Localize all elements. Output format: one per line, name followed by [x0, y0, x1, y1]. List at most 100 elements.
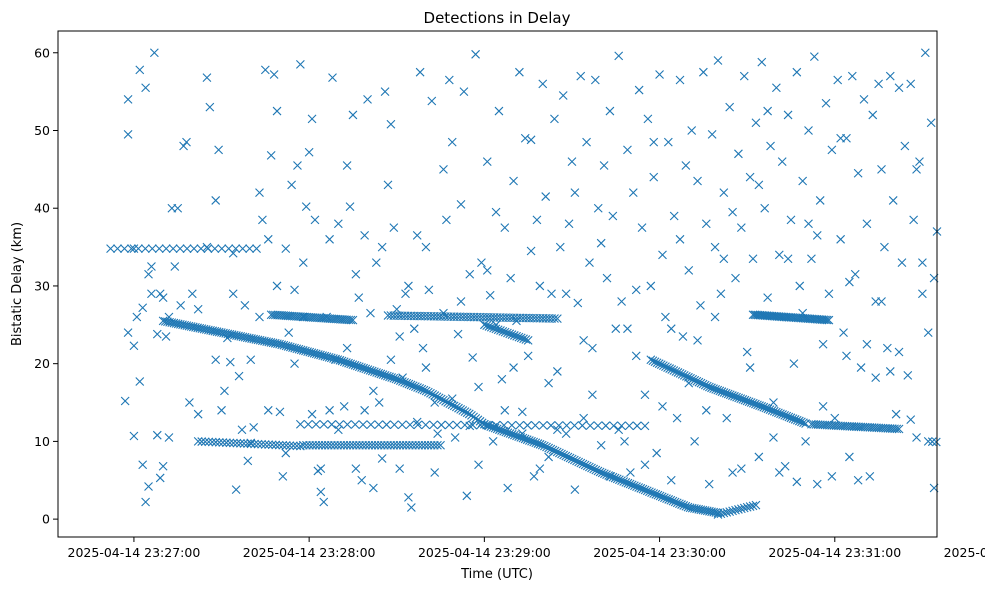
detection-point-steady-10km-middle: [364, 440, 374, 450]
detection-point-descending-track-a: [432, 392, 442, 402]
detection-point: [228, 289, 238, 299]
detection-point-descending-track-a: [449, 401, 459, 411]
detection-point: [643, 114, 653, 124]
detection-point: [684, 266, 694, 275]
detection-point: [298, 258, 308, 268]
detection-point-steady-12km-middle: [350, 420, 360, 429]
detection-point-descending-track-c: [516, 333, 526, 343]
x-axis-title: Time (UTC): [460, 567, 533, 582]
detection-point-steady-10km-middle: [417, 440, 427, 450]
detection-point: [611, 324, 621, 334]
detection-point-steady-35km: [154, 244, 164, 254]
detection-point-steady-10km-middle: [314, 440, 324, 450]
detection-point-descending-track-a: [436, 394, 446, 404]
detection-point: [386, 119, 396, 129]
detection-point: [182, 137, 191, 147]
detection-point: [462, 491, 472, 501]
detection-point: [158, 293, 168, 302]
detection-point: [488, 437, 498, 446]
detection-point: [360, 405, 370, 415]
detection-point: [576, 71, 586, 81]
detection-point: [430, 468, 440, 477]
detection-point: [716, 289, 726, 299]
detection-point: [155, 289, 165, 299]
detection-point: [141, 497, 150, 507]
detection-point-ascending-track-e: [719, 508, 729, 518]
detection-point: [135, 65, 145, 75]
detection-point: [211, 355, 221, 365]
detection-point-steady-12km-middle: [523, 420, 532, 430]
detection-point: [894, 347, 904, 357]
detection-point: [588, 390, 597, 400]
detection-point: [392, 304, 402, 314]
detection-point: [906, 79, 916, 89]
detection-point: [535, 281, 545, 291]
detection-point: [185, 398, 194, 407]
detection-point: [225, 357, 235, 367]
detection-point-steady-12km-middle: [632, 421, 642, 431]
detection-point: [541, 192, 551, 201]
detection-point: [573, 298, 583, 308]
y-tick-label: 30: [34, 278, 50, 293]
detection-point: [406, 503, 416, 512]
detection-point-descending-track-d: [656, 360, 666, 370]
detection-point: [912, 164, 921, 174]
detection-point: [798, 176, 808, 186]
detection-point: [246, 355, 256, 365]
detection-point-descending-track-b: [578, 459, 588, 469]
detection-point-steady-10km-left: [218, 438, 228, 447]
detection-point: [830, 413, 840, 423]
detection-point-descending-track-d: [799, 418, 808, 428]
detection-point: [246, 438, 256, 448]
detection-point: [570, 485, 580, 494]
detection-point-descending-track-c: [519, 334, 528, 344]
detection-point: [512, 316, 521, 326]
detection-point-steady-10km-middle: [408, 440, 417, 450]
detection-point-steady-35km: [127, 244, 136, 254]
detection-point: [845, 452, 854, 462]
detection-point-ascending-track-e: [751, 500, 761, 510]
detection-point: [582, 137, 591, 147]
detection-point-descending-track-b: [593, 466, 603, 476]
detection-point: [386, 355, 396, 365]
detection-point: [243, 456, 253, 466]
detection-point: [593, 203, 603, 213]
detection-point-steady-10km-left: [281, 441, 291, 450]
detection-point: [760, 203, 770, 213]
detection-point: [465, 269, 475, 279]
detection-point: [328, 73, 337, 83]
detection-point: [605, 471, 615, 481]
detection-point: [187, 289, 197, 299]
detection-point-steady-12km-right: [894, 424, 904, 434]
detection-point: [234, 371, 244, 381]
detection-point: [179, 141, 188, 151]
detection-point: [164, 312, 174, 322]
detection-point: [725, 102, 735, 112]
detection-point-descending-track-b: [580, 460, 590, 470]
detection-point-steady-35km: [133, 244, 143, 254]
detection-point-steady-10km-middle: [420, 440, 430, 450]
detection-point-ascending-track-e: [725, 507, 735, 516]
detection-point-descending-track-b: [539, 441, 549, 451]
detection-point: [129, 431, 139, 441]
detection-point-descending-track-d: [658, 361, 668, 371]
detection-point-descending-track-b: [557, 449, 566, 459]
detection-point: [144, 269, 153, 279]
detection-point: [325, 405, 334, 415]
detection-point: [915, 157, 924, 166]
detection-point-steady-10km-left: [239, 439, 249, 448]
detection-point: [696, 300, 705, 310]
detection-point-steady-12km-middle: [405, 420, 415, 430]
detection-point-descending-track-b: [584, 462, 594, 472]
detection-point: [637, 223, 647, 233]
detection-point: [570, 188, 580, 198]
detection-point-descending-track-c: [507, 330, 517, 340]
x-tick-label: 2025-04-14 23:31:00: [768, 545, 901, 560]
detection-point: [497, 374, 507, 384]
detection-point: [255, 188, 264, 198]
detection-point-steady-10km-left: [204, 437, 214, 447]
detection-point-steady-10km-middle: [361, 440, 371, 450]
detection-point-steady-35km: [175, 244, 185, 254]
detection-point-steady-12km-middle: [624, 421, 634, 431]
detection-point: [371, 258, 381, 268]
